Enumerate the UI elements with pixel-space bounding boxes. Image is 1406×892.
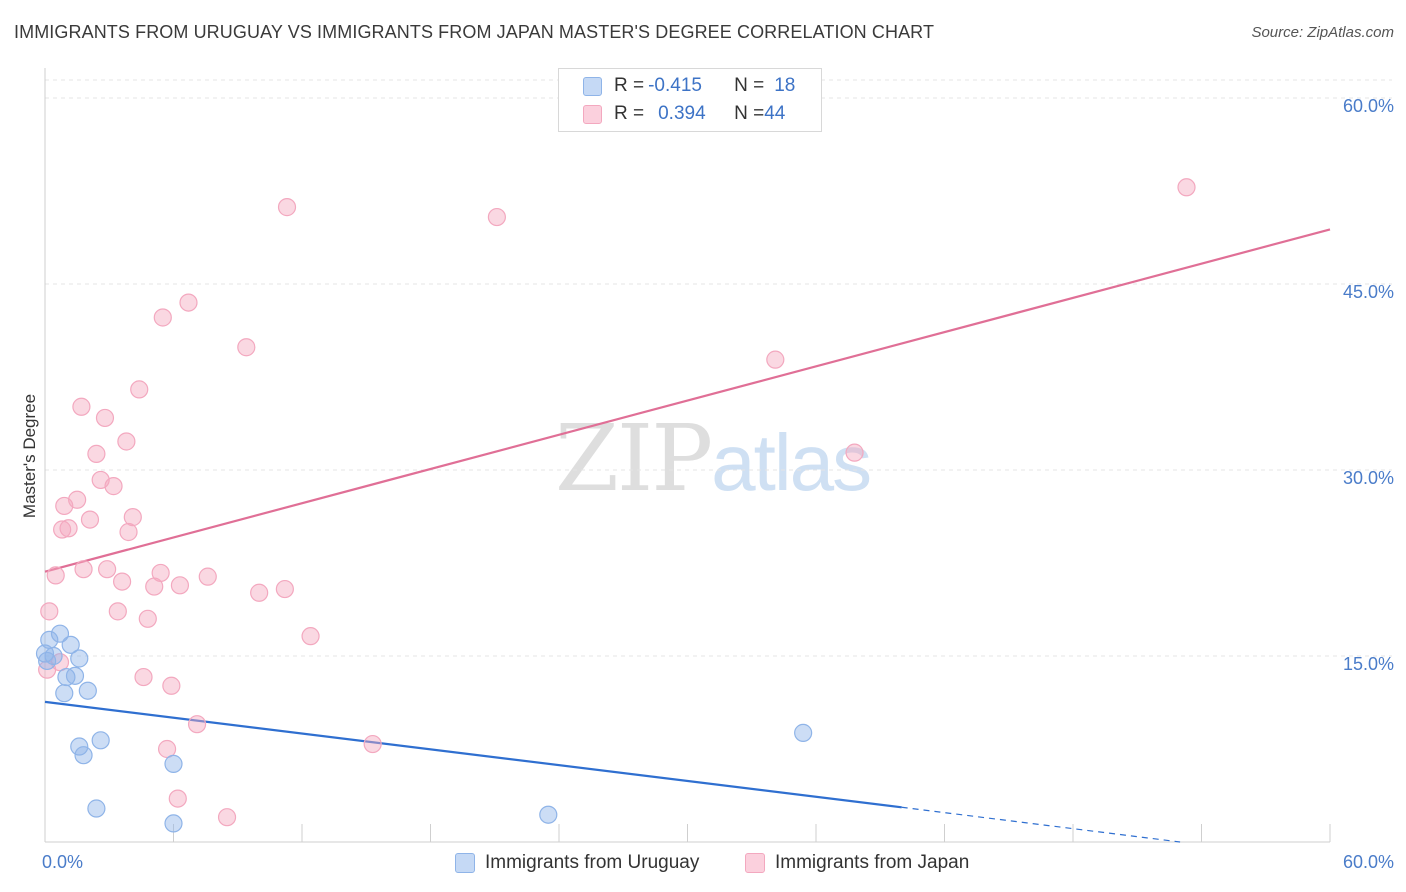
data-point-uruguay bbox=[91, 731, 110, 750]
chart-title: IMMIGRANTS FROM URUGUAY VS IMMIGRANTS FR… bbox=[14, 22, 935, 42]
data-point-japan bbox=[845, 443, 864, 462]
data-point-japan bbox=[46, 566, 65, 585]
data-point-japan bbox=[53, 520, 72, 539]
data-point-uruguay bbox=[55, 684, 74, 703]
data-point-uruguay bbox=[539, 805, 558, 824]
legend-r-value: 0.394 bbox=[658, 103, 706, 124]
data-point-uruguay bbox=[164, 754, 183, 773]
data-point-japan bbox=[40, 602, 59, 621]
trend-line-japan bbox=[44, 228, 1331, 573]
watermark-zip: ZIP bbox=[555, 405, 713, 512]
y-tick-label: 15.0% bbox=[1342, 654, 1394, 674]
data-point-japan bbox=[1177, 178, 1196, 197]
series-legend-uruguay[interactable]: Immigrants from Uruguay bbox=[455, 852, 699, 874]
data-point-japan bbox=[112, 572, 132, 591]
data-point-japan bbox=[59, 519, 78, 538]
data-point-japan bbox=[80, 510, 100, 529]
gridlines bbox=[45, 79, 1392, 657]
legend-swatch-japan bbox=[583, 104, 602, 124]
data-point-japan bbox=[117, 432, 136, 451]
legend-row-japan: R = 0.394 N = 44 bbox=[583, 101, 785, 127]
legend-swatch-uruguay bbox=[583, 76, 602, 96]
data-point-japan bbox=[104, 477, 123, 496]
data-point-japan bbox=[108, 602, 127, 621]
legend-r-label: R = bbox=[614, 75, 645, 96]
data-point-uruguay bbox=[50, 624, 70, 643]
data-point-japan bbox=[119, 522, 138, 542]
legend-r-label: R = bbox=[614, 103, 645, 124]
source-label: Source: ZipAtlas.com bbox=[1251, 24, 1394, 41]
data-point-japan bbox=[168, 789, 187, 808]
data-point-japan bbox=[98, 560, 117, 579]
data-point-japan bbox=[250, 583, 269, 602]
data-point-japan bbox=[170, 576, 190, 595]
data-point-japan bbox=[74, 560, 93, 579]
data-point-japan bbox=[766, 350, 785, 369]
y-tick-label: 60.0% bbox=[1342, 96, 1394, 116]
trend-line-extension bbox=[901, 806, 1181, 843]
data-point-japan bbox=[162, 676, 181, 695]
data-point-japan bbox=[363, 734, 382, 754]
data-point-uruguay bbox=[61, 635, 80, 654]
series-label-japan: Immigrants from Japan bbox=[775, 852, 970, 873]
data-point-japan bbox=[72, 397, 91, 416]
data-point-japan bbox=[217, 808, 237, 827]
data-point-japan bbox=[301, 627, 320, 646]
data-points bbox=[35, 178, 1196, 833]
data-point-uruguay bbox=[87, 799, 106, 818]
legend-row-uruguay: R = -0.415 N = 18 bbox=[583, 73, 795, 99]
data-point-japan bbox=[277, 198, 297, 217]
trend-line-uruguay bbox=[44, 700, 902, 809]
data-point-uruguay bbox=[78, 681, 97, 700]
data-point-japan bbox=[487, 207, 506, 227]
data-point-japan bbox=[134, 667, 153, 687]
data-point-japan bbox=[151, 563, 170, 583]
data-point-uruguay bbox=[164, 814, 183, 833]
data-point-japan bbox=[187, 715, 207, 734]
legend-n-label: N = bbox=[734, 75, 765, 96]
data-point-uruguay bbox=[70, 737, 89, 756]
series-swatch-uruguay bbox=[455, 853, 475, 873]
series-swatch-japan bbox=[745, 853, 765, 873]
watermark-atlas: atlas bbox=[711, 418, 872, 507]
data-point-uruguay bbox=[44, 646, 63, 666]
correlation-legend: R = -0.415 N = 18 R = 0.394 N = 44 bbox=[558, 68, 822, 132]
legend-r-value: -0.415 bbox=[648, 75, 702, 96]
data-point-japan bbox=[153, 308, 172, 327]
data-point-japan bbox=[87, 444, 106, 463]
watermark: ZIPatlas bbox=[555, 405, 872, 512]
x-tick-label-max: 60.0% bbox=[1342, 852, 1394, 872]
data-point-japan bbox=[179, 293, 198, 312]
data-point-japan bbox=[198, 567, 217, 586]
series-label-uruguay: Immigrants from Uruguay bbox=[485, 852, 700, 873]
series-legend: Immigrants from Uruguay Immigrants from … bbox=[0, 852, 1406, 878]
axes bbox=[44, 68, 1331, 843]
data-point-uruguay bbox=[794, 723, 813, 742]
legend-n-label: N = bbox=[734, 103, 765, 124]
trend-lines bbox=[44, 228, 1331, 843]
data-point-uruguay bbox=[65, 666, 85, 685]
x-tick-label-min: 0.0% bbox=[42, 852, 84, 872]
data-point-japan bbox=[95, 408, 115, 428]
legend-n-value: 18 bbox=[774, 75, 796, 96]
data-point-japan bbox=[123, 508, 142, 527]
data-point-japan bbox=[68, 490, 87, 509]
legend-n-value: 44 bbox=[764, 103, 786, 124]
y-tick-label: 45.0% bbox=[1342, 282, 1394, 302]
data-point-japan bbox=[138, 609, 157, 628]
series-legend-japan[interactable]: Immigrants from Japan bbox=[745, 852, 969, 874]
y-tick-label: 30.0% bbox=[1342, 468, 1394, 488]
data-point-uruguay bbox=[70, 649, 89, 668]
data-point-uruguay bbox=[74, 746, 93, 765]
data-point-japan bbox=[237, 338, 256, 357]
data-point-japan bbox=[130, 380, 149, 399]
data-point-japan bbox=[275, 579, 294, 599]
